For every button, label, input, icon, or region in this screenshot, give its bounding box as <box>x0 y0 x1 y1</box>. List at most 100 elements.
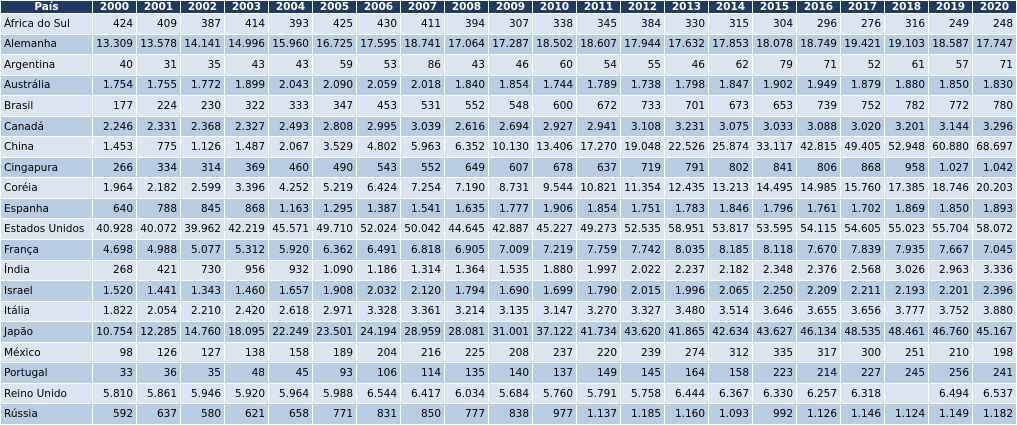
value-cell: 61 <box>885 55 929 76</box>
value-cell: 425 <box>313 14 357 35</box>
value-cell: 3.396 <box>225 178 269 199</box>
column-header: 2010 <box>533 1 577 14</box>
value-cell: 1.027 <box>929 157 973 178</box>
value-cell: 276 <box>841 14 885 35</box>
column-header: 2018 <box>885 1 929 14</box>
table-row: Alemanha13.30913.57814.14114.99615.96016… <box>1 34 1017 55</box>
value-cell: 230 <box>181 96 225 117</box>
value-cell: 430 <box>357 14 401 35</box>
value-cell: 68.697 <box>973 137 1017 158</box>
value-cell: 17.270 <box>577 137 621 158</box>
value-cell: 256 <box>929 363 973 384</box>
value-cell: 158 <box>709 363 753 384</box>
value-cell: 1.535 <box>489 260 533 281</box>
value-cell: 24.194 <box>357 322 401 343</box>
value-cell: 23.501 <box>313 322 357 343</box>
value-cell: 138 <box>225 342 269 363</box>
value-cell: 3.480 <box>665 301 709 322</box>
value-cell: 7.009 <box>489 240 533 261</box>
value-cell: 3.656 <box>841 301 885 322</box>
column-header: 2008 <box>445 1 489 14</box>
value-cell: 2.237 <box>665 260 709 281</box>
value-cell: 1.137 <box>577 404 621 425</box>
country-cell: China <box>1 137 93 158</box>
value-cell: 7.935 <box>885 240 929 261</box>
value-cell: 14.985 <box>797 178 841 199</box>
value-cell: 189 <box>313 342 357 363</box>
value-cell: 2.067 <box>269 137 313 158</box>
value-cell: 958 <box>885 157 929 178</box>
value-cell: 7.219 <box>533 240 577 261</box>
value-cell: 39.962 <box>181 219 225 240</box>
value-cell: 127 <box>181 342 225 363</box>
country-cell: Brasil <box>1 96 93 117</box>
value-cell: 4.252 <box>269 178 313 199</box>
value-cell: 36 <box>137 363 181 384</box>
value-cell: 1.822 <box>93 301 137 322</box>
table-row: Estados Unidos40.92840.07239.96242.21945… <box>1 219 1017 240</box>
value-cell: 2.210 <box>181 301 225 322</box>
column-header: 2014 <box>709 1 753 14</box>
value-cell: 3.088 <box>797 116 841 137</box>
value-cell: 31.001 <box>489 322 533 343</box>
column-header: 2019 <box>929 1 973 14</box>
column-header: 2020 <box>973 1 1017 14</box>
value-cell: 2.568 <box>841 260 885 281</box>
value-cell: 1.798 <box>665 75 709 96</box>
value-cell: 5.219 <box>313 178 357 199</box>
value-cell: 3.033 <box>753 116 797 137</box>
column-header: 2007 <box>401 1 445 14</box>
value-cell: 7.670 <box>797 240 841 261</box>
value-cell: 8.731 <box>489 178 533 199</box>
value-cell: 18.095 <box>225 322 269 343</box>
value-cell: 1.635 <box>445 198 489 219</box>
value-cell: 6.034 <box>445 383 489 404</box>
value-cell: 333 <box>269 96 313 117</box>
value-cell: 3.646 <box>753 301 797 322</box>
column-header: 2011 <box>577 1 621 14</box>
value-cell: 1.840 <box>445 75 489 96</box>
value-cell: 3.026 <box>885 260 929 281</box>
value-cell: 237 <box>533 342 577 363</box>
value-cell: 140 <box>489 363 533 384</box>
value-cell: 1.182 <box>973 404 1017 425</box>
value-cell: 137 <box>533 363 577 384</box>
value-cell: 18.746 <box>929 178 973 199</box>
value-cell: 2.250 <box>753 281 797 302</box>
value-cell: 135 <box>445 363 489 384</box>
column-header: País <box>1 1 93 14</box>
value-cell: 248 <box>973 14 1017 35</box>
value-cell: 317 <box>797 342 841 363</box>
value-cell: 1.186 <box>357 260 401 281</box>
value-cell: 421 <box>137 260 181 281</box>
value-cell: 1.185 <box>621 404 665 425</box>
value-cell: 22.526 <box>665 137 709 158</box>
value-cell: 673 <box>709 96 753 117</box>
value-cell: 5.791 <box>577 383 621 404</box>
column-header: 2013 <box>665 1 709 14</box>
value-cell: 2.616 <box>445 116 489 137</box>
country-cell: França <box>1 240 93 261</box>
value-cell: 25.874 <box>709 137 753 158</box>
value-cell: 3.108 <box>621 116 665 137</box>
value-cell: 1.850 <box>929 75 973 96</box>
value-cell: 1.893 <box>973 198 1017 219</box>
value-cell: 17.747 <box>973 34 1017 55</box>
value-cell: 334 <box>137 157 181 178</box>
value-cell: 18.587 <box>929 34 973 55</box>
value-cell: 3.270 <box>577 301 621 322</box>
value-cell: 17.287 <box>489 34 533 55</box>
column-header: 2017 <box>841 1 885 14</box>
value-cell: 1.541 <box>401 198 445 219</box>
value-cell: 977 <box>533 404 577 425</box>
value-cell: 678 <box>533 157 577 178</box>
value-cell: 42.634 <box>709 322 753 343</box>
value-cell: 17.385 <box>885 178 929 199</box>
value-cell: 1.093 <box>709 404 753 425</box>
value-cell: 13.406 <box>533 137 577 158</box>
value-cell: 3.020 <box>841 116 885 137</box>
value-cell: 225 <box>445 342 489 363</box>
value-cell: 49.405 <box>841 137 885 158</box>
value-cell: 637 <box>577 157 621 178</box>
value-cell: 850 <box>401 404 445 425</box>
